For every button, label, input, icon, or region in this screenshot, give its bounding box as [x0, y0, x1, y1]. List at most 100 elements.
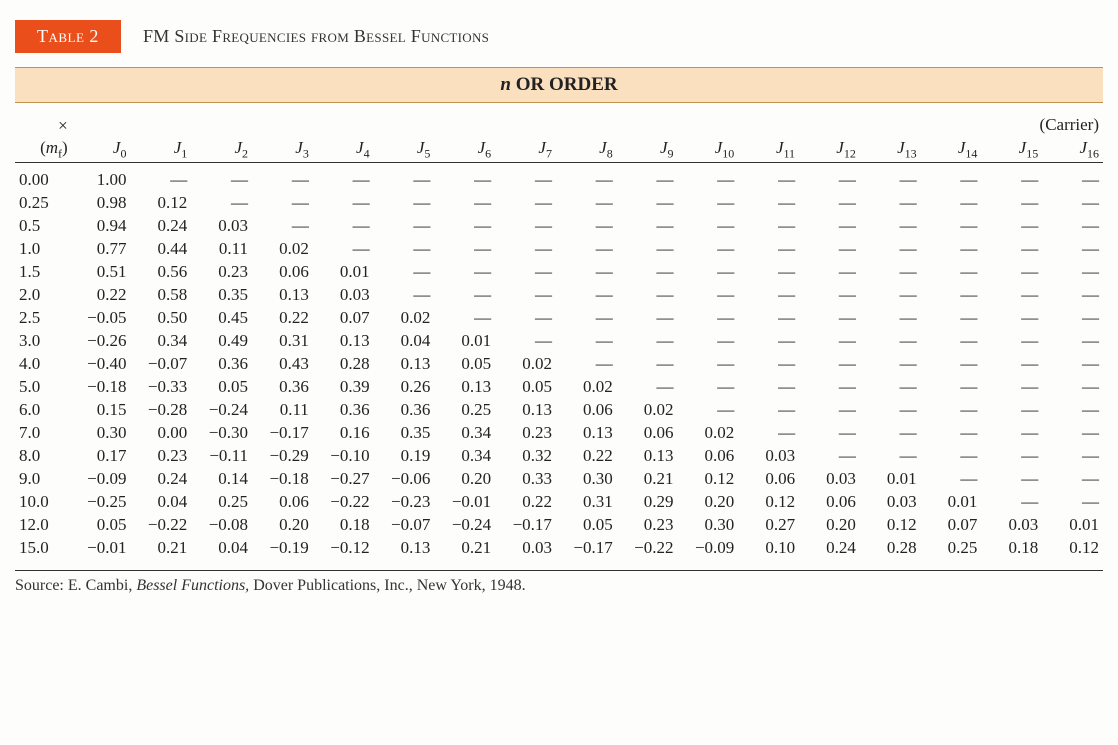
value-cell: 0.31: [252, 330, 313, 353]
value-cell: 0.22: [556, 445, 617, 468]
value-cell: −0.28: [130, 399, 191, 422]
col-header-j11: J11: [738, 136, 799, 163]
source-suffix: Dover Publications, Inc., New York, 1948…: [249, 577, 525, 594]
value-cell: −0.29: [252, 445, 313, 468]
value-cell: 0.49: [191, 330, 252, 353]
value-cell: —: [252, 192, 313, 215]
value-cell: 0.07: [313, 307, 374, 330]
value-cell: 0.51: [72, 261, 131, 284]
value-cell: 0.06: [617, 422, 678, 445]
table-row: 6.00.15−0.28−0.240.110.360.360.250.130.0…: [15, 399, 1103, 422]
col-header-j5: J5: [374, 136, 435, 163]
value-cell: —: [921, 353, 982, 376]
value-cell: −0.26: [72, 330, 131, 353]
value-cell: −0.24: [434, 514, 495, 537]
value-cell: —: [799, 307, 860, 330]
value-cell: 0.27: [738, 514, 799, 537]
value-cell: 0.25: [921, 537, 982, 560]
value-cell: —: [860, 166, 921, 192]
value-cell: 0.30: [72, 422, 131, 445]
order-heading-band: n OR ORDER: [15, 67, 1103, 103]
value-cell: —: [374, 192, 435, 215]
value-cell: 0.13: [374, 537, 435, 560]
value-cell: —: [738, 238, 799, 261]
value-cell: 0.56: [130, 261, 191, 284]
col-header-j14: J14: [921, 136, 982, 163]
value-cell: —: [1042, 166, 1103, 192]
value-cell: 0.29: [617, 491, 678, 514]
value-cell: 0.32: [495, 445, 556, 468]
value-cell: —: [921, 376, 982, 399]
value-cell: —: [678, 307, 739, 330]
value-cell: —: [981, 468, 1042, 491]
value-cell: —: [434, 166, 495, 192]
value-cell: —: [921, 238, 982, 261]
value-cell: —: [738, 399, 799, 422]
value-cell: 0.25: [434, 399, 495, 422]
mf-cell: 0.25: [15, 192, 72, 215]
value-cell: 0.01: [1042, 514, 1103, 537]
value-cell: 0.94: [72, 215, 131, 238]
value-cell: 0.03: [860, 491, 921, 514]
value-cell: —: [313, 192, 374, 215]
value-cell: —: [678, 215, 739, 238]
source-footer: Source: E. Cambi, Bessel Functions, Dove…: [15, 570, 1103, 595]
value-cell: —: [738, 192, 799, 215]
col-header-j2: J2: [191, 136, 252, 163]
value-cell: 0.01: [860, 468, 921, 491]
value-cell: −0.11: [191, 445, 252, 468]
value-cell: 0.04: [191, 537, 252, 560]
table-row: 5.0−0.18−0.330.050.360.390.260.130.050.0…: [15, 376, 1103, 399]
value-cell: —: [738, 284, 799, 307]
value-cell: —: [556, 307, 617, 330]
table-row: 3.0−0.260.340.490.310.130.040.01————————…: [15, 330, 1103, 353]
value-cell: —: [860, 353, 921, 376]
value-cell: —: [495, 284, 556, 307]
mf-cell: 15.0: [15, 537, 72, 560]
value-cell: —: [860, 445, 921, 468]
value-cell: —: [1042, 215, 1103, 238]
value-cell: −0.33: [130, 376, 191, 399]
col-header-j3: J3: [252, 136, 313, 163]
value-cell: —: [191, 192, 252, 215]
order-rest: OR ORDER: [511, 74, 618, 95]
value-cell: 0.06: [738, 468, 799, 491]
value-cell: —: [921, 330, 982, 353]
col-header-j16: J16: [1042, 136, 1103, 163]
value-cell: —: [799, 330, 860, 353]
value-cell: 0.12: [738, 491, 799, 514]
table-row: 0.001.00————————————————: [15, 166, 1103, 192]
mf-cell: 7.0: [15, 422, 72, 445]
value-cell: −0.17: [556, 537, 617, 560]
table-row: 4.0−0.40−0.070.360.430.280.130.050.02———…: [15, 353, 1103, 376]
value-cell: —: [313, 166, 374, 192]
header-bar: Table 2 FM Side Frequencies from Bessel …: [15, 20, 1103, 53]
value-cell: —: [981, 399, 1042, 422]
value-cell: 0.12: [678, 468, 739, 491]
value-cell: —: [799, 284, 860, 307]
value-cell: —: [434, 192, 495, 215]
value-cell: —: [1042, 422, 1103, 445]
value-cell: 0.30: [678, 514, 739, 537]
value-cell: 0.77: [72, 238, 131, 261]
value-cell: —: [799, 353, 860, 376]
value-cell: —: [860, 192, 921, 215]
value-cell: —: [981, 376, 1042, 399]
value-cell: 0.20: [434, 468, 495, 491]
mf-cell: 8.0: [15, 445, 72, 468]
value-cell: —: [434, 215, 495, 238]
value-cell: −0.25: [72, 491, 131, 514]
value-cell: —: [434, 307, 495, 330]
table-row: 1.50.510.560.230.060.01————————————: [15, 261, 1103, 284]
col-header-j13: J13: [860, 136, 921, 163]
value-cell: 0.16: [313, 422, 374, 445]
value-cell: —: [799, 422, 860, 445]
source-ital: Bessel Functions,: [136, 577, 249, 594]
col-header-j12: J12: [799, 136, 860, 163]
value-cell: —: [981, 166, 1042, 192]
value-cell: —: [556, 192, 617, 215]
value-cell: 0.13: [556, 422, 617, 445]
table-row: 0.250.980.12———————————————: [15, 192, 1103, 215]
source-prefix: Source: E. Cambi,: [15, 577, 136, 594]
value-cell: 0.13: [252, 284, 313, 307]
